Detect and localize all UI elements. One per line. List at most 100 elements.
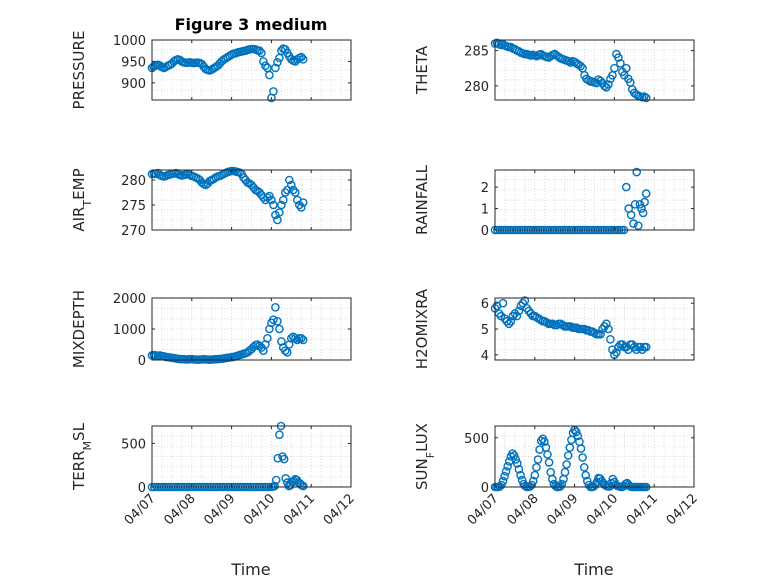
data-point: [255, 46, 264, 56]
data-point: [514, 306, 524, 316]
data-point: [290, 188, 300, 197]
data-point: [514, 464, 524, 474]
data-point: [265, 191, 274, 201]
data-point: [281, 473, 291, 483]
subplot-8: 0 500 04/07 04/08 04/09 04/10 04/11 04/12 SUNFLU…: [413, 423, 701, 528]
y-axis-label: H2OMIXRA: [413, 288, 431, 369]
data-point: [641, 93, 651, 103]
data-point: [630, 199, 640, 209]
data-point: [641, 189, 651, 198]
y-axis-label: SUNFLUX: [413, 423, 437, 490]
data-point: [275, 324, 284, 334]
data-point: [530, 470, 540, 480]
data-point: [548, 474, 557, 484]
data-point: [267, 195, 276, 205]
data-point: [273, 316, 282, 326]
x-tick-label: 04/09: [544, 491, 581, 528]
data-point: [290, 333, 300, 343]
figure-title: Figure 3 medium: [175, 15, 328, 34]
data-point: [286, 333, 296, 343]
axes-box: [494, 425, 695, 488]
data-point: [263, 333, 272, 343]
data-point: [533, 455, 543, 464]
data-point: [560, 467, 570, 477]
data-point: [629, 219, 638, 228]
y-tick-label: 280: [121, 174, 146, 189]
x-tick-label: 04/07: [122, 491, 159, 528]
y-tick-label: 6: [481, 297, 489, 312]
data-point: [497, 480, 506, 490]
data-point: [509, 451, 519, 460]
data-point: [576, 444, 586, 453]
y-tick-label: 270: [121, 224, 146, 239]
data-point: [638, 208, 648, 218]
data-point: [269, 87, 278, 96]
x-tick-label: 04/10: [584, 491, 621, 528]
data-point: [512, 311, 522, 321]
data-point: [622, 63, 631, 73]
x-tick-label: 04/08: [162, 491, 199, 528]
data-point: [635, 199, 645, 209]
axes-box: [494, 169, 695, 231]
y-tick-label: 1: [481, 203, 489, 218]
axes-box: [151, 39, 352, 101]
y-tick-label: 1000: [113, 34, 146, 49]
axes-box: [151, 425, 352, 488]
data-point: [280, 188, 290, 197]
data-point: [261, 61, 270, 70]
data-point: [269, 200, 278, 210]
y-tick-label: 900: [121, 77, 146, 92]
data-point: [565, 443, 575, 452]
data-point: [286, 180, 296, 190]
data-point: [532, 462, 541, 472]
data-point: [520, 296, 530, 305]
subplot-1: 900 950 1000 PRESSURE: [70, 31, 352, 110]
data-point: [271, 475, 281, 485]
data-point: [606, 334, 615, 344]
data-point: [279, 454, 289, 464]
data-point: [641, 342, 651, 352]
data-point: [273, 215, 282, 225]
y-tick-label: 1000: [113, 323, 146, 338]
data-point: [273, 453, 283, 463]
data-point: [562, 460, 571, 469]
x-tick-label: 04/10: [241, 491, 278, 528]
data-point: [292, 335, 302, 345]
data-point: [277, 200, 286, 210]
y-tick-label: 5: [481, 323, 489, 338]
data-point: [604, 80, 613, 89]
y-tick-label: 275: [121, 199, 146, 214]
series-markers: [490, 38, 651, 103]
data-point: [265, 70, 274, 80]
data-point: [564, 56, 573, 66]
x-axis-label-left: Time: [230, 560, 270, 579]
data-point: [511, 455, 521, 464]
subplot-2: 280 285 THETA: [413, 38, 695, 103]
y-axis-label: PRESSURE: [70, 31, 88, 110]
data-point: [280, 346, 290, 356]
y-axis-label: MIXDEPTH: [70, 290, 88, 368]
axes-box: [494, 39, 695, 101]
y-tick-label: 285: [464, 45, 489, 60]
data-point: [616, 59, 625, 68]
x-tick-label: 04/11: [281, 491, 318, 528]
data-point: [634, 221, 643, 230]
data-point: [271, 302, 280, 312]
data-point: [273, 58, 282, 67]
data-point: [600, 81, 609, 91]
data-point: [500, 471, 509, 481]
data-point: [566, 322, 575, 331]
subplot-4: 0 1 2 RAINFALL: [413, 164, 695, 239]
data-point: [640, 197, 649, 207]
data-point: [558, 320, 568, 330]
y-tick-label: 2000: [113, 292, 146, 307]
data-point: [288, 185, 298, 195]
x-tick-label: 04/08: [505, 491, 542, 528]
subplot-7: 0 500 04/07 04/08 04/09 04/10 04/11 04/12 TERRMS…: [70, 421, 358, 528]
x-tick-label: 04/07: [465, 491, 502, 528]
x-tick-label: 04/12: [321, 491, 358, 528]
data-point: [504, 319, 514, 329]
y-tick-label: 4: [481, 349, 489, 364]
y-tick-label: 500: [464, 432, 489, 447]
data-point: [578, 453, 587, 462]
